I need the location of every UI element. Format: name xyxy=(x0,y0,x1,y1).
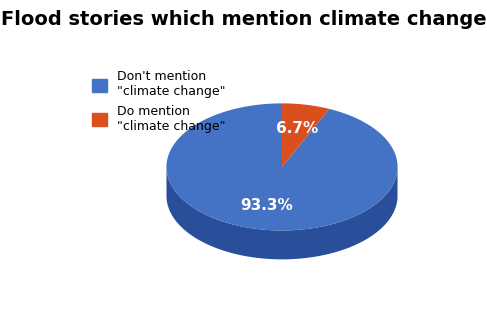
Polygon shape xyxy=(167,168,397,259)
Text: 93.3%: 93.3% xyxy=(241,198,294,213)
Polygon shape xyxy=(167,103,397,230)
Text: 6.7%: 6.7% xyxy=(276,121,318,136)
Polygon shape xyxy=(282,103,329,167)
Text: Flood stories which mention climate change: Flood stories which mention climate chan… xyxy=(0,10,487,29)
Legend: Don't mention
"climate change", Do mention
"climate change": Don't mention "climate change", Do menti… xyxy=(93,70,226,133)
